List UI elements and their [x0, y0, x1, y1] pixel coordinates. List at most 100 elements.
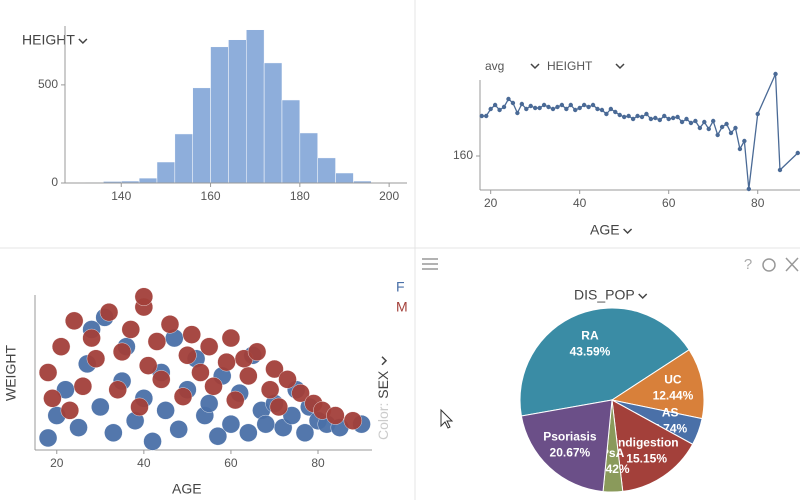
bar — [317, 157, 336, 184]
y-axis-label: WEIGHT — [3, 345, 19, 401]
pie-slice — [520, 399, 613, 493]
point — [532, 105, 538, 111]
point — [537, 105, 542, 111]
point — [326, 406, 345, 425]
y-tick-label: 500 — [38, 77, 58, 91]
point — [755, 111, 760, 117]
point — [99, 303, 119, 322]
slice-value-label: 43.59% — [570, 344, 611, 358]
point — [564, 106, 569, 112]
point — [666, 116, 671, 122]
point — [546, 104, 551, 110]
point — [73, 377, 93, 396]
bar — [281, 99, 301, 184]
point — [256, 414, 275, 434]
point — [479, 113, 484, 119]
point — [43, 389, 62, 408]
point — [693, 118, 698, 124]
slice-value-label: 15.15% — [626, 452, 667, 466]
point — [711, 118, 716, 124]
x-tick-label: 80 — [751, 196, 765, 210]
point — [577, 105, 582, 111]
x-axis-label: AGE — [172, 481, 202, 497]
point — [160, 315, 180, 334]
point — [590, 102, 596, 108]
point — [108, 380, 127, 399]
point — [733, 125, 738, 131]
color-prefix: Color: — [375, 403, 391, 440]
menu-icon[interactable] — [422, 258, 438, 270]
help-icon[interactable]: ? — [744, 256, 752, 273]
point — [777, 167, 783, 173]
bar — [192, 87, 211, 184]
bar — [174, 133, 193, 184]
point — [648, 116, 654, 122]
point — [515, 110, 520, 116]
dropdown-chevron — [530, 63, 540, 70]
point — [501, 104, 507, 110]
y-tick-label: 0 — [51, 175, 58, 189]
settings-icon[interactable] — [762, 258, 776, 272]
point — [679, 119, 685, 125]
point — [737, 146, 743, 152]
slice-value-label: 20.67% — [550, 446, 591, 460]
bar — [299, 132, 318, 184]
aggregation-dropdown[interactable]: avg — [485, 59, 504, 73]
point — [86, 349, 106, 368]
point — [581, 102, 587, 108]
point — [147, 332, 167, 351]
slice-label: Indigestion — [615, 436, 679, 450]
point — [265, 359, 284, 379]
point — [260, 380, 280, 399]
point — [492, 102, 498, 108]
dropdown-chevron — [623, 228, 633, 235]
y-tick-label: 160 — [453, 148, 473, 162]
legend-entry: M — [396, 299, 408, 315]
x-tick-label: 80 — [311, 456, 325, 470]
point — [173, 387, 193, 406]
dropdown-chevron — [638, 293, 648, 300]
slice-label: UC — [664, 373, 682, 387]
dropdown-chevron — [78, 38, 88, 45]
point — [657, 117, 663, 123]
pie-slice — [611, 399, 694, 492]
point — [715, 132, 720, 138]
mouse-cursor — [440, 408, 454, 429]
slice-label: Psoriasis — [543, 430, 597, 444]
point — [626, 113, 631, 119]
close-icon[interactable] — [785, 257, 799, 272]
point — [795, 150, 800, 156]
point — [519, 101, 525, 107]
x-tick-label: 180 — [290, 189, 310, 203]
bar — [228, 39, 247, 184]
dropdown-chevron — [615, 63, 625, 70]
point — [112, 342, 132, 362]
point — [639, 114, 645, 120]
point — [221, 414, 241, 434]
point — [82, 328, 101, 348]
point — [38, 363, 58, 382]
point — [199, 337, 219, 356]
point — [653, 115, 658, 121]
point — [662, 113, 667, 119]
point — [121, 320, 140, 339]
point — [69, 418, 88, 437]
point — [169, 420, 188, 439]
point — [199, 394, 219, 413]
field-dropdown[interactable]: HEIGHT — [547, 59, 593, 73]
chart-title: DIS_POP — [574, 287, 635, 303]
point — [282, 406, 302, 425]
color-by-label[interactable]: Color: SEX — [375, 370, 391, 440]
point — [706, 126, 711, 132]
point — [608, 106, 614, 112]
x-tick-label: 60 — [224, 456, 238, 470]
point — [524, 106, 529, 112]
pie-slice — [610, 349, 705, 420]
point — [156, 401, 175, 420]
point — [719, 124, 725, 130]
point — [568, 102, 573, 108]
point — [697, 125, 703, 131]
x-tick-label: 20 — [484, 196, 498, 210]
point — [38, 428, 58, 448]
